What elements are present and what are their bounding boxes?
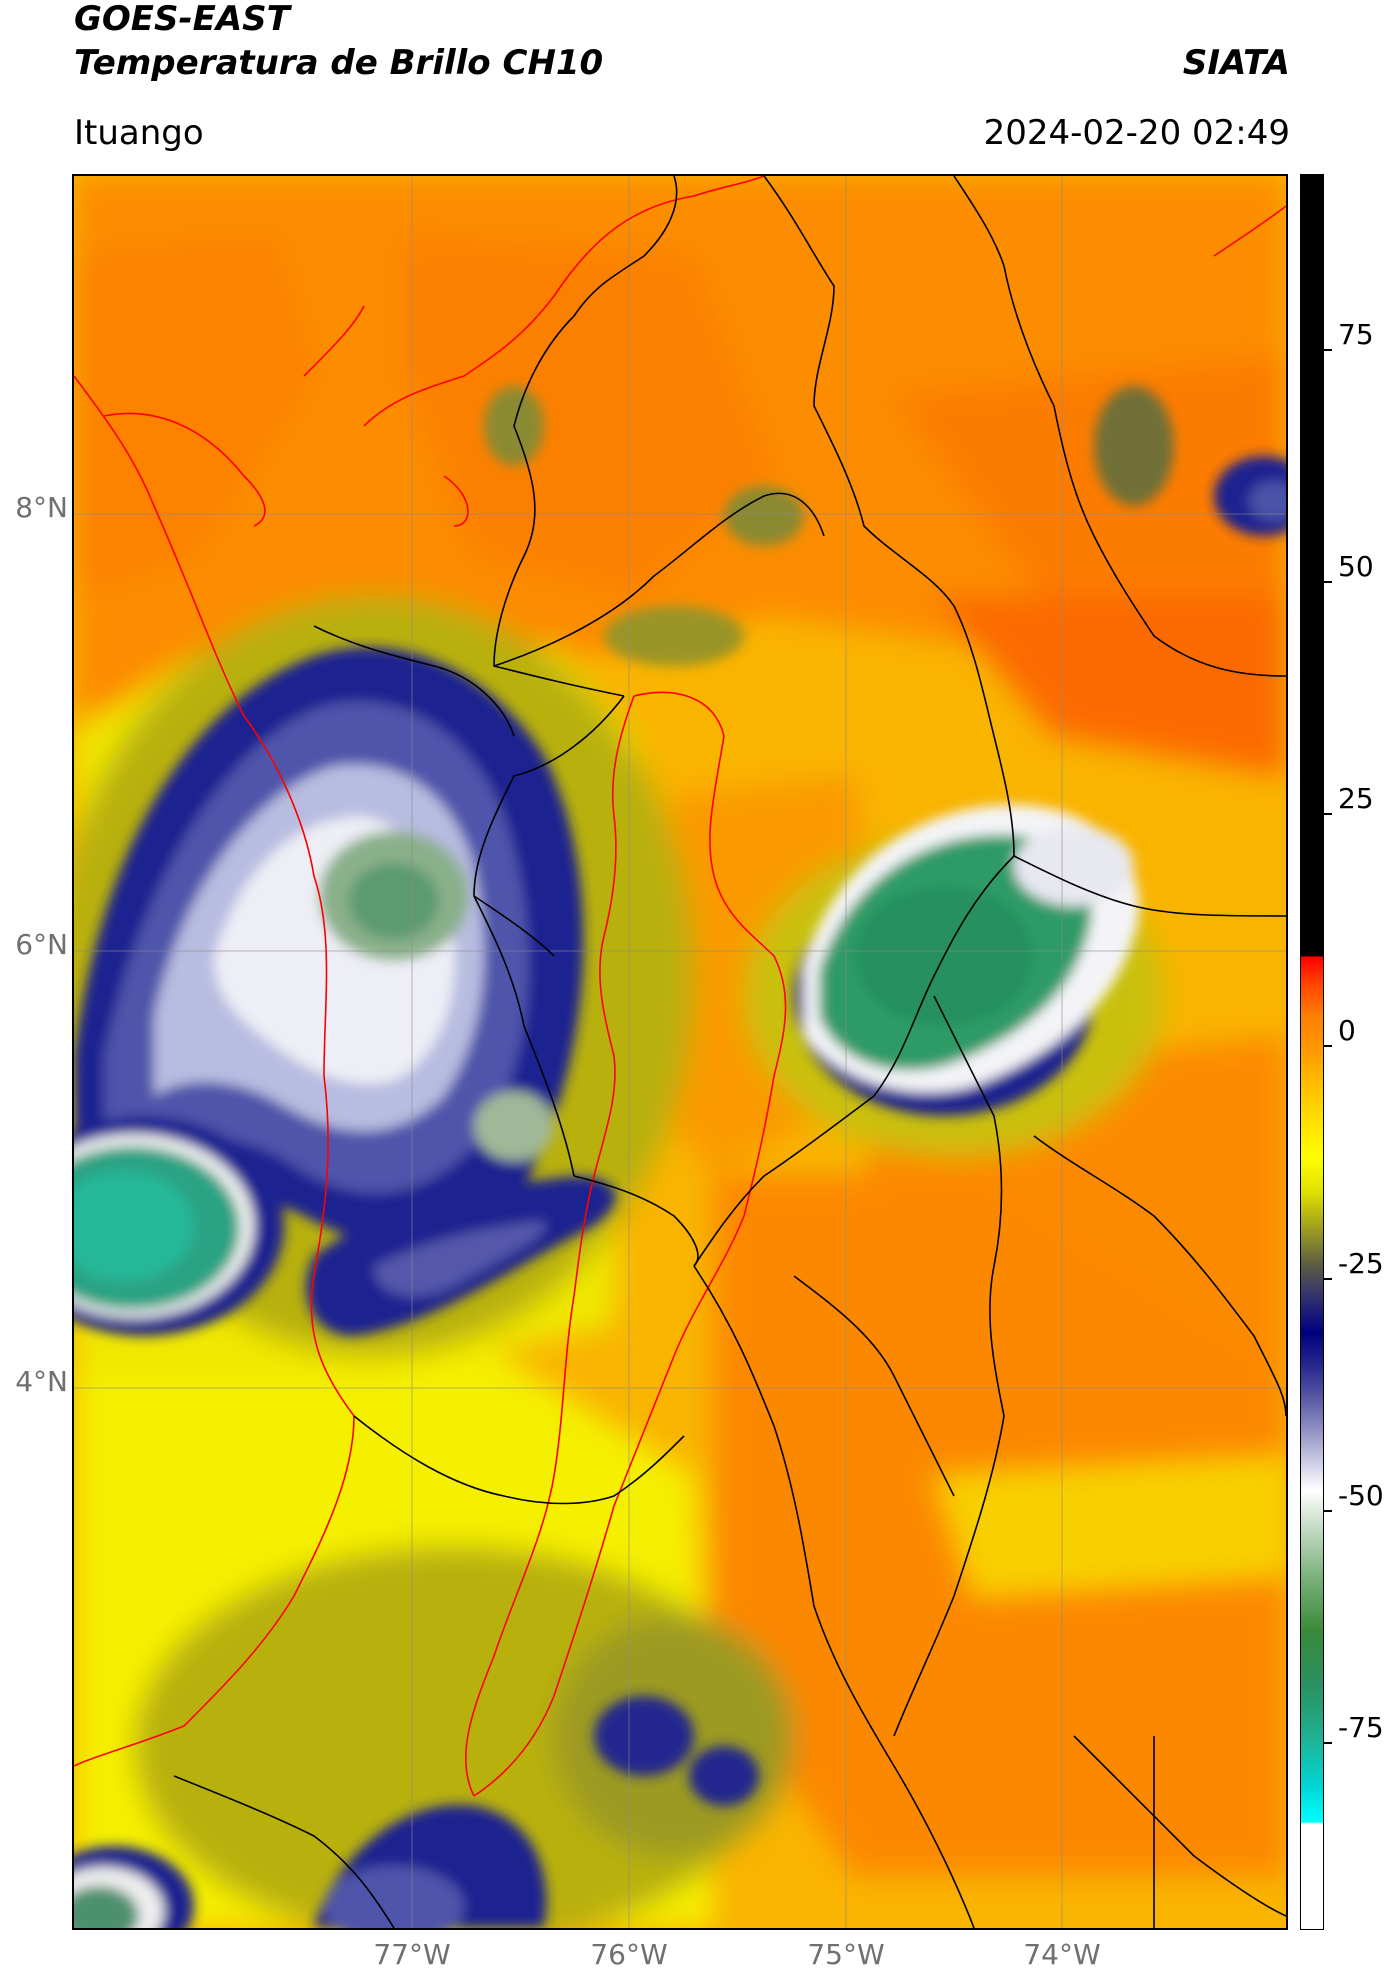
colorbar-label-minus75: -75 — [1338, 1711, 1384, 1744]
lon-label-77w: 77°W — [373, 1938, 451, 1971]
lon-label-76w: 76°W — [590, 1938, 668, 1971]
colorbar-tick-25 — [1324, 813, 1332, 815]
admin-borders — [173, 176, 1286, 1928]
colorbar-label-minus25: -25 — [1338, 1247, 1384, 1280]
satellite-map[interactable] — [72, 174, 1288, 1930]
lon-label-75w: 75°W — [807, 1938, 885, 1971]
brand-label: SIATA — [1182, 43, 1290, 83]
colorbar-tick-75 — [1324, 349, 1332, 351]
colorbar-tick-minus75 — [1324, 1742, 1332, 1744]
map-canvas — [74, 176, 1286, 1928]
colorbar-label-25: 25 — [1338, 782, 1374, 815]
colorbar-label-0: 0 — [1338, 1014, 1356, 1047]
colorbar-label-minus50: -50 — [1338, 1479, 1384, 1512]
colorbar-tick-minus25 — [1324, 1278, 1332, 1280]
colorbar-tick-minus50 — [1324, 1510, 1332, 1512]
colorbar-label-75: 75 — [1338, 318, 1374, 351]
location-label: Ituango — [74, 113, 204, 153]
coastline-borders — [74, 176, 1286, 1797]
lat-label-6n: 6°N — [15, 928, 68, 961]
lon-label-74w: 74°W — [1023, 1938, 1101, 1971]
timestamp-label: 2024-02-20 02:49 — [983, 113, 1290, 153]
colorbar — [1300, 174, 1324, 1930]
lat-label-4n: 4°N — [15, 1365, 68, 1398]
colorbar-tick-50 — [1324, 581, 1332, 583]
colorbar-label-50: 50 — [1338, 550, 1374, 583]
title-satellite: GOES-EAST — [74, 0, 290, 39]
lat-label-8n: 8°N — [15, 491, 68, 524]
title-product: Temperatura de Brillo CH10 — [74, 43, 604, 83]
map-gridlines — [74, 176, 1286, 1928]
colorbar-tick-0 — [1324, 1045, 1332, 1047]
